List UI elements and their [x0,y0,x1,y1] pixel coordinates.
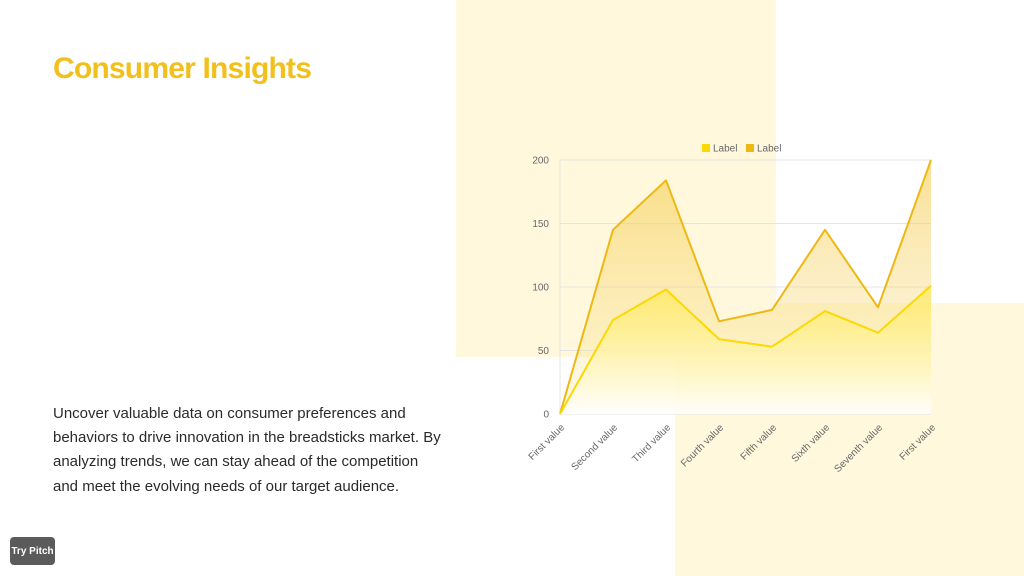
legend-label: Label [757,144,781,155]
x-tick-label: Fourth value [679,422,726,469]
legend: Label Label [702,144,781,155]
x-tick-label: Second value [569,422,620,473]
series-1-area [560,285,931,414]
series-lines [559,159,932,415]
x-tick-label: Sixth value [790,422,833,465]
legend-label: Label [713,144,737,155]
y-tick-label: 50 [538,346,550,357]
y-tick-label: 150 [532,219,549,230]
x-tick-label: Fifth value [739,422,780,463]
slide-description: Uncover valuable data on consumer prefer… [53,405,441,495]
x-tick-label: Third value [630,422,673,465]
x-tick-label: Seventh value [833,422,886,475]
legend-swatch [702,144,710,152]
y-tick-label: 100 [532,283,549,294]
x-tick-label: First value [898,422,939,463]
x-tick-label: First value [527,422,568,463]
try-pitch-button[interactable]: Try Pitch [10,537,55,565]
series-areas [560,160,931,414]
x-axis-ticks: First value Second value Third value Fourth… [527,422,939,475]
series-2-line [559,159,932,415]
y-tick-label: 0 [543,410,549,421]
slide-title: Consumer Insights [53,52,312,85]
y-tick-label: 200 [532,156,549,167]
series-1-line [559,284,932,415]
y-axis-ticks: 0 50 100 150 200 [532,156,549,421]
legend-swatch [746,144,754,152]
